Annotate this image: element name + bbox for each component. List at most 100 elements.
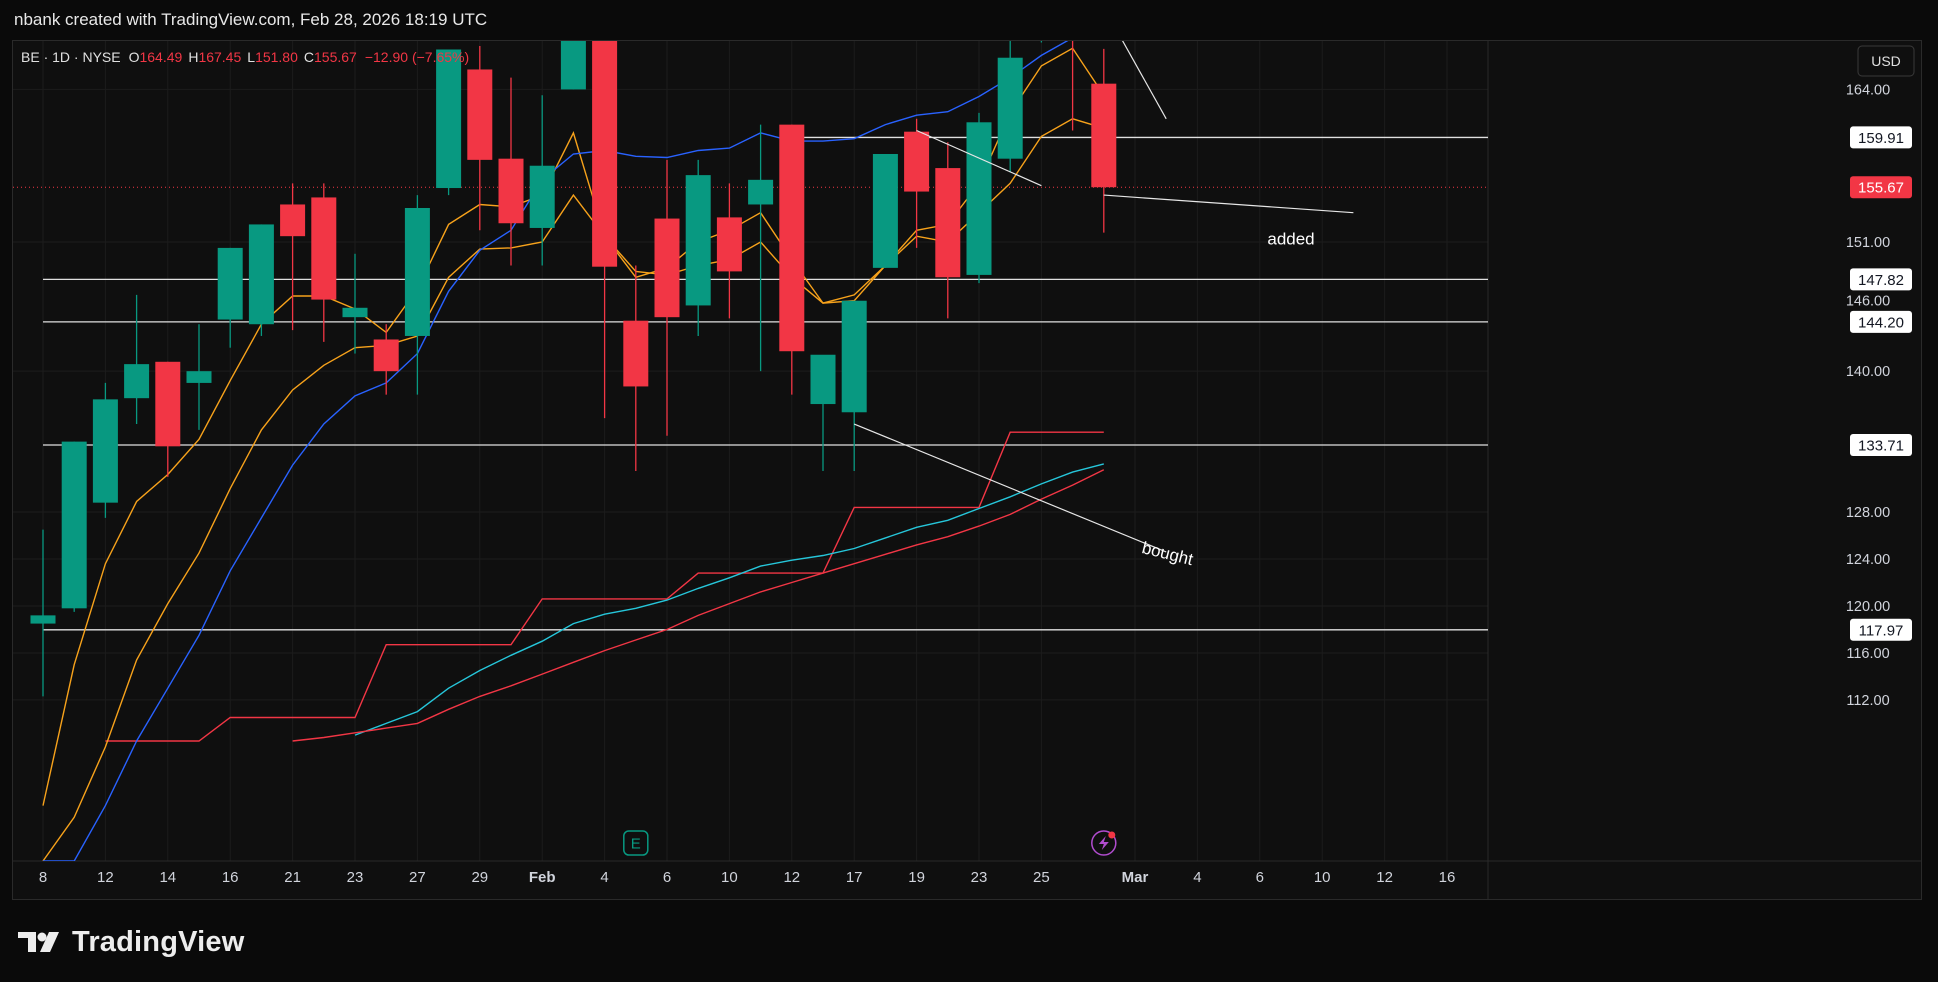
candle[interactable] [311, 183, 337, 342]
price-tick-label: 140.00 [1846, 364, 1890, 380]
annotation-added[interactable]: added [1267, 229, 1314, 248]
moving-average-line [354, 463, 1104, 736]
legend-o-label: O [129, 49, 140, 65]
flash-event-icon[interactable] [1091, 830, 1117, 856]
svg-text:159.91: 159.91 [1858, 130, 1904, 147]
time-tick-label: 6 [663, 869, 671, 886]
candle-body [779, 124, 805, 352]
candle[interactable] [810, 354, 836, 471]
candle[interactable] [654, 159, 680, 436]
candle[interactable] [623, 265, 649, 471]
candle-body [311, 197, 337, 300]
grid [13, 41, 1921, 899]
trendline[interactable] [853, 423, 1167, 553]
candle[interactable] [92, 382, 118, 518]
candle[interactable] [1028, 0, 1054, 43]
time-axis[interactable]: 8 12 14 16 21 23 27 29 Feb 4 6 10 12 17 19 23 25 Mar 4 6 10 1… [39, 869, 1456, 886]
annotations[interactable]: added bought [1140, 229, 1315, 569]
candle[interactable] [124, 294, 150, 425]
moving-average-line [292, 469, 1105, 742]
stop-line-layer [105, 431, 1104, 742]
candle[interactable] [467, 45, 493, 231]
candle[interactable] [592, 13, 618, 419]
candle-body [935, 168, 961, 278]
candle[interactable] [1060, 0, 1086, 131]
candles[interactable] [30, 0, 1117, 697]
candle[interactable] [217, 247, 243, 348]
currency-button[interactable]: USD [1857, 45, 1915, 77]
candle[interactable] [280, 183, 306, 331]
attribution-text: nbank created with TradingView.com, Feb … [14, 10, 488, 29]
candle[interactable] [966, 112, 992, 284]
time-tick-label: 14 [159, 869, 176, 886]
candle[interactable] [748, 124, 774, 372]
candle[interactable] [436, 49, 462, 196]
candle[interactable] [904, 118, 930, 248]
candle[interactable] [997, 0, 1023, 172]
price-tick-label: 128.00 [1846, 505, 1890, 521]
price-chart[interactable]: added bought E 190.00180.00172.00164.0015… [13, 0, 1921, 899]
chart-frame[interactable]: added bought E 190.00180.00172.00164.0015… [12, 0, 1922, 900]
candle[interactable] [685, 159, 711, 336]
candle-body [92, 399, 118, 503]
trendline[interactable] [916, 129, 1042, 187]
candle-body [810, 354, 836, 405]
price-tick-label: 124.00 [1846, 552, 1890, 568]
time-tick-label: 17 [846, 869, 863, 886]
candle[interactable] [30, 529, 56, 697]
candle-body [124, 364, 150, 399]
level-price-label[interactable]: 133.71 [1850, 434, 1912, 457]
level-price-label[interactable]: 117.97 [1850, 618, 1912, 641]
candle-body [872, 153, 898, 268]
legend-change: −12.90 (−7.65%) [365, 49, 469, 65]
time-tick-label: 8 [39, 869, 47, 886]
candle[interactable] [186, 324, 212, 430]
candle-body [592, 30, 618, 267]
candle[interactable] [61, 441, 87, 612]
moving-average-line [42, 47, 1105, 806]
candle[interactable] [155, 361, 181, 477]
time-tick-label: 16 [222, 869, 239, 886]
candle[interactable] [498, 77, 524, 266]
time-tick-label: 6 [1256, 869, 1264, 886]
candle[interactable] [373, 324, 399, 395]
event-markers[interactable]: E [623, 830, 1117, 856]
candle[interactable] [779, 124, 805, 395]
stop-line [105, 431, 1104, 742]
candle[interactable] [935, 142, 961, 319]
level-price-label[interactable]: 144.20 [1850, 310, 1912, 333]
candle-body [623, 320, 649, 387]
candle-body [155, 361, 181, 447]
svg-text:117.97: 117.97 [1859, 622, 1904, 639]
candle-body [436, 49, 462, 189]
horizontal-levels[interactable] [13, 41, 1488, 631]
candle[interactable] [716, 183, 742, 319]
moving-average-line [43, 41, 1069, 861]
last-price-label: 155.67 [1850, 176, 1912, 199]
time-tick-label: 16 [1439, 869, 1456, 886]
legend-c-value: 155.67 [314, 49, 357, 65]
candle[interactable] [529, 95, 555, 266]
legend-l-label: L [247, 49, 255, 65]
candle[interactable] [872, 153, 898, 268]
candle[interactable] [1091, 48, 1117, 233]
candle[interactable] [342, 253, 368, 354]
candle[interactable] [248, 224, 274, 336]
level-price-label[interactable]: 159.91 [1850, 126, 1912, 149]
trendline[interactable] [1103, 194, 1354, 214]
candle-body [966, 122, 992, 275]
time-tick-label: 12 [97, 869, 114, 886]
time-tick-label: 23 [971, 869, 988, 886]
level-price-label[interactable]: 147.82 [1850, 268, 1912, 291]
legend-symbol: BE · 1D · NYSE [21, 49, 121, 65]
candle[interactable] [841, 300, 867, 471]
time-tick-label: 10 [721, 869, 738, 886]
candle[interactable] [404, 195, 430, 395]
candle[interactable] [560, 0, 586, 90]
price-axis[interactable]: 190.00180.00172.00164.00151.00140.00128.… [1846, 0, 1912, 709]
candle-body [716, 217, 742, 272]
earnings-marker-icon[interactable]: E [623, 830, 649, 856]
tradingview-logo-icon [18, 932, 59, 952]
footer-brand: TradingView [72, 925, 245, 958]
annotation-bought[interactable]: bought [1140, 538, 1195, 569]
